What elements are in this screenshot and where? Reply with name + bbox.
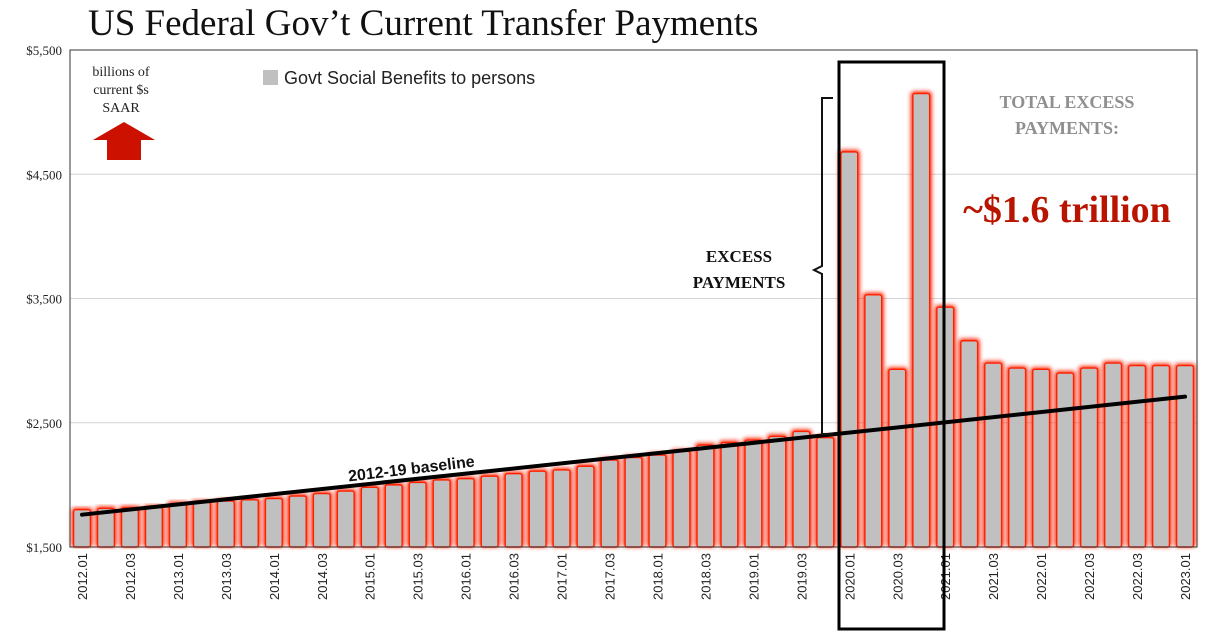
total-excess-value: ~$1.6 trillion: [963, 189, 1171, 231]
x-tick-label: 2018.03: [698, 553, 713, 600]
x-tick-label: 2014.01: [267, 553, 282, 600]
x-tick-label: 2020.03: [890, 553, 905, 600]
x-tick-label: 2022.03: [1082, 553, 1097, 600]
bar: [1032, 368, 1051, 548]
x-tick-label: 2014.03: [315, 553, 330, 600]
x-tick-label: 2017.03: [603, 553, 618, 600]
bar: [432, 479, 451, 548]
x-tick-label: 2020.01: [842, 553, 857, 600]
bar: [984, 362, 1003, 548]
x-tick-label: 2021.01: [938, 553, 953, 600]
bar: [696, 444, 715, 548]
covid-highlight-box: [837, 60, 946, 631]
y-tick-label: $3,500: [26, 292, 62, 307]
bar: [912, 92, 931, 548]
y-tick-label: $4,500: [26, 167, 62, 182]
bar: [264, 497, 283, 548]
bar: [360, 486, 379, 548]
y-tick-label: $1,500: [26, 540, 62, 555]
bar: [672, 450, 691, 548]
up-arrow-icon: [93, 122, 155, 160]
bar: [456, 477, 475, 548]
bar: [720, 441, 739, 548]
bar: [768, 435, 787, 548]
page-title: US Federal Gov’t Current Transfer Paymen…: [88, 3, 759, 44]
bar: [1056, 372, 1075, 548]
bar: [1127, 364, 1147, 548]
x-tick-label: 2013.03: [219, 553, 234, 600]
bar: [816, 436, 835, 548]
x-tick-label: 2017.01: [555, 553, 570, 600]
bar: [528, 470, 547, 548]
x-tick-label: 2022.03: [1130, 553, 1145, 600]
unit-note-line-1: billions of: [92, 65, 150, 80]
bar: [1008, 367, 1027, 548]
x-tick-label: 2016.01: [459, 553, 474, 600]
bar: [576, 465, 595, 548]
x-tick-label: 2023.01: [1178, 553, 1193, 600]
x-tick-label: 2012.03: [123, 553, 138, 600]
x-tick-label: 2013.01: [171, 553, 186, 600]
y-tick-label: $5,500: [26, 43, 62, 58]
bar: [504, 472, 523, 548]
bar: [744, 439, 763, 548]
legend-swatch: [263, 70, 278, 85]
x-tick-label: 2012.01: [75, 553, 90, 600]
excess-bracket: [811, 97, 833, 435]
bar: [960, 340, 979, 548]
bar: [336, 490, 355, 548]
y-axis-ticks: $1,500 $2,500 $3,500 $4,500 $5,500: [26, 43, 62, 555]
bar: [552, 469, 571, 548]
x-tick-label: 2021.03: [986, 553, 1001, 600]
bar: [240, 499, 259, 548]
bar: [288, 495, 307, 548]
bar: [1103, 362, 1123, 548]
total-excess-label-line-1: TOTAL EXCESS: [1000, 92, 1135, 112]
bar: [168, 502, 187, 548]
bars: [72, 92, 1195, 548]
unit-note-line-3: SAAR: [102, 101, 140, 116]
x-tick-label: 2015.01: [363, 553, 378, 600]
bar: [312, 492, 331, 548]
bar: [840, 151, 859, 548]
excess-label-line-1: EXCESS: [706, 247, 772, 266]
x-tick-label: 2018.01: [650, 553, 665, 600]
bar: [408, 481, 427, 548]
bar: [864, 294, 883, 548]
baseline-trend-line: [79, 394, 1188, 517]
bar: [1151, 364, 1171, 548]
bar: [480, 475, 499, 548]
bar: [792, 430, 811, 548]
x-tick-label: 2016.03: [507, 553, 522, 600]
x-tick-label: 2015.03: [411, 553, 426, 600]
bar: [888, 368, 907, 548]
bar: [648, 454, 667, 548]
bar: [216, 500, 235, 548]
bar: [144, 506, 164, 548]
bar: [192, 501, 211, 548]
x-tick-label: 2019.01: [746, 553, 761, 600]
unit-note-line-2: current $s: [93, 83, 149, 98]
x-axis-ticks: 2012.01 2012.03 2013.01 2013.03 2014.01 2014.…: [75, 553, 1226, 600]
excess-label-line-2: PAYMENTS: [693, 273, 786, 292]
bar: [624, 456, 643, 548]
plot-frame: [69, 49, 1198, 548]
bar: [120, 507, 140, 548]
bar: [384, 484, 403, 548]
x-tick-label: 2019.03: [794, 553, 809, 600]
bar: [600, 459, 619, 548]
legend-label: Govt Social Benefits to persons: [284, 68, 535, 88]
x-tick-label: 2022.01: [1034, 553, 1049, 600]
total-excess-label-line-2: PAYMENTS:: [1015, 118, 1119, 138]
y-tick-label: $2,500: [26, 416, 62, 431]
bar: [1175, 364, 1195, 548]
bar: [1080, 367, 1099, 548]
